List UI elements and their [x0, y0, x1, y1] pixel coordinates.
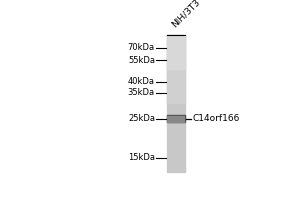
Text: 70kDa: 70kDa [128, 43, 155, 52]
Text: 55kDa: 55kDa [128, 56, 155, 65]
Bar [167, 35, 185, 103]
Bar [167, 116, 184, 122]
Text: NIH/3T3: NIH/3T3 [169, 0, 201, 29]
Text: 15kDa: 15kDa [128, 153, 155, 162]
Text: 35kDa: 35kDa [128, 88, 155, 97]
Text: 40kDa: 40kDa [128, 77, 155, 86]
Text: 25kDa: 25kDa [128, 114, 155, 123]
Bar [167, 115, 185, 122]
Bar [167, 35, 185, 69]
Bar [167, 35, 185, 172]
Text: C14orf166: C14orf166 [192, 114, 239, 123]
